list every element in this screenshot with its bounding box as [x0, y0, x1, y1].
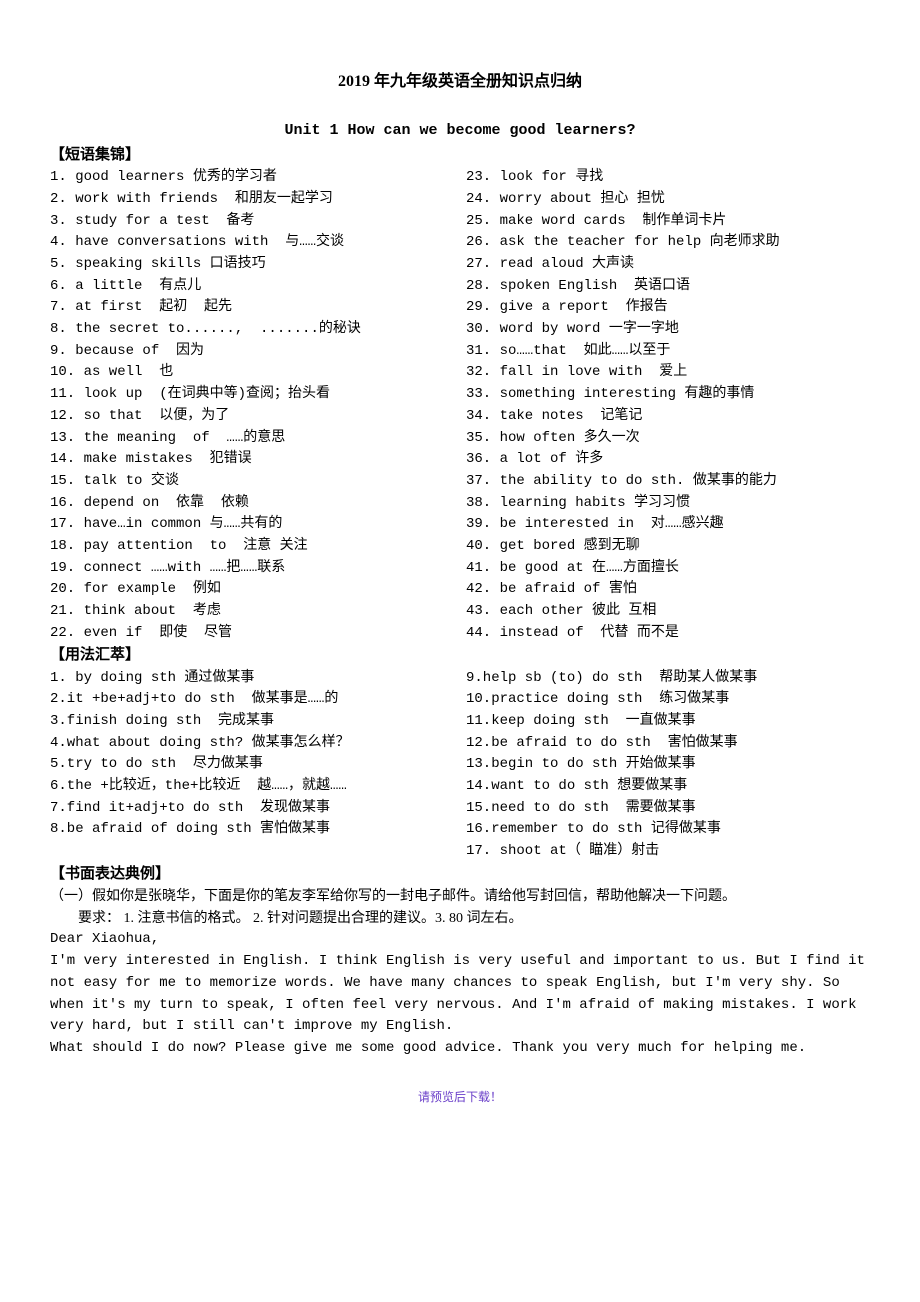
list-item: 28. spoken English 英语口语 — [466, 276, 870, 298]
list-item: 38. learning habits 学习习惯 — [466, 493, 870, 515]
list-item: 6. a little 有点儿 — [50, 276, 454, 298]
page-footer: 请预览后下载！ — [50, 1088, 870, 1107]
list-item: 43. each other 彼此 互相 — [466, 601, 870, 623]
list-item: 22. even if 即使 尽管 — [50, 623, 454, 645]
unit-title: Unit 1 How can we become good learners? — [50, 119, 870, 142]
list-item: 13. the meaning of ……的意思 — [50, 428, 454, 450]
list-item: 21. think about 考虑 — [50, 601, 454, 623]
essay-intro: （一）假如你是张晓华，下面是你的笔友李军给你写的一封电子邮件。请给他写封回信，帮… — [50, 886, 870, 908]
list-item: 30. word by word 一字一字地 — [466, 319, 870, 341]
usage-right-col: 9.help sb (to) do sth 帮助某人做某事10.practice… — [466, 668, 870, 863]
list-item: 10. as well 也 — [50, 362, 454, 384]
list-item: 4. have conversations with 与……交谈 — [50, 232, 454, 254]
usage-columns: 1. by doing sth 通过做某事2.it +be+adj+to do … — [50, 668, 870, 863]
section-essay-header: 【书面表达典例】 — [50, 863, 870, 886]
list-item: 18. pay attention to 注意 关注 — [50, 536, 454, 558]
list-item: 1. by doing sth 通过做某事 — [50, 668, 454, 690]
list-item: 19. connect ……with ……把……联系 — [50, 558, 454, 580]
phrases-right-col: 23. look for 寻找24. worry about 担心 担忧25. … — [466, 167, 870, 644]
list-item: 5.try to do sth 尽力做某事 — [50, 754, 454, 776]
phrases-left-col: 1. good learners 优秀的学习者2. work with frie… — [50, 167, 454, 644]
list-item: 10.practice doing sth 练习做某事 — [466, 689, 870, 711]
list-item: 12.be afraid to do sth 害怕做某事 — [466, 733, 870, 755]
list-item: 8.be afraid of doing sth 害怕做某事 — [50, 819, 454, 841]
list-item: 36. a lot of 许多 — [466, 449, 870, 471]
section-phrases-header: 【短语集锦】 — [50, 144, 870, 167]
list-item: 2.it +be+adj+to do sth 做某事是……的 — [50, 689, 454, 711]
list-item: 11. look up (在词典中等)查阅；抬头看 — [50, 384, 454, 406]
list-item: 23. look for 寻找 — [466, 167, 870, 189]
usage-left-col: 1. by doing sth 通过做某事2.it +be+adj+to do … — [50, 668, 454, 863]
list-item: 16. depend on 依靠 依赖 — [50, 493, 454, 515]
essay-paragraph-2: What should I do now? Please give me som… — [50, 1038, 870, 1060]
list-item: 42. be afraid of 害怕 — [466, 579, 870, 601]
essay-paragraph-1: I'm very interested in English. I think … — [50, 951, 870, 1038]
list-item: 7. at first 起初 起先 — [50, 297, 454, 319]
section-usage-header: 【用法汇萃】 — [50, 644, 870, 667]
list-item: 9. because of 因为 — [50, 341, 454, 363]
list-item: 41. be good at 在……方面擅长 — [466, 558, 870, 580]
list-item: 6.the +比较近，the+比较近 越……，就越…… — [50, 776, 454, 798]
list-item: 15. talk to 交谈 — [50, 471, 454, 493]
list-item: 44. instead of 代替 而不是 — [466, 623, 870, 645]
list-item: 35. how often 多久一次 — [466, 428, 870, 450]
list-item: 37. the ability to do sth. 做某事的能力 — [466, 471, 870, 493]
list-item: 31. so……that 如此……以至于 — [466, 341, 870, 363]
list-item: 12. so that 以便，为了 — [50, 406, 454, 428]
list-item: 7.find it+adj+to do sth 发现做某事 — [50, 798, 454, 820]
list-item: 20. for example 例如 — [50, 579, 454, 601]
list-item: 25. make word cards 制作单词卡片 — [466, 211, 870, 233]
list-item: 3. study for a test 备考 — [50, 211, 454, 233]
list-item: 1. good learners 优秀的学习者 — [50, 167, 454, 189]
phrases-columns: 1. good learners 优秀的学习者2. work with frie… — [50, 167, 870, 644]
list-item: 39. be interested in 对……感兴趣 — [466, 514, 870, 536]
page-title: 2019 年九年级英语全册知识点归纳 — [50, 70, 870, 95]
list-item: 33. something interesting 有趣的事情 — [466, 384, 870, 406]
list-item: 13.begin to do sth 开始做某事 — [466, 754, 870, 776]
list-item: 14.want to do sth 想要做某事 — [466, 776, 870, 798]
essay-requirements: 要求： 1. 注意书信的格式。 2. 针对问题提出合理的建议。3. 80 词左右… — [50, 908, 870, 930]
list-item: 8. the secret to......, .......的秘诀 — [50, 319, 454, 341]
list-item: 15.need to do sth 需要做某事 — [466, 798, 870, 820]
essay-block: （一）假如你是张晓华，下面是你的笔友李军给你写的一封电子邮件。请给他写封回信，帮… — [50, 886, 870, 1060]
list-item: 5. speaking skills 口语技巧 — [50, 254, 454, 276]
list-item: 3.finish doing sth 完成某事 — [50, 711, 454, 733]
list-item: 9.help sb (to) do sth 帮助某人做某事 — [466, 668, 870, 690]
list-item: 32. fall in love with 爱上 — [466, 362, 870, 384]
list-item: 17. shoot at（ 瞄准）射击 — [466, 841, 870, 863]
list-item: 27. read aloud 大声读 — [466, 254, 870, 276]
list-item: 26. ask the teacher for help 向老师求助 — [466, 232, 870, 254]
list-item: 14. make mistakes 犯错误 — [50, 449, 454, 471]
essay-greeting: Dear Xiaohua, — [50, 929, 870, 951]
list-item: 34. take notes 记笔记 — [466, 406, 870, 428]
list-item: 2. work with friends 和朋友一起学习 — [50, 189, 454, 211]
list-item: 29. give a report 作报告 — [466, 297, 870, 319]
list-item: 16.remember to do sth 记得做某事 — [466, 819, 870, 841]
list-item: 40. get bored 感到无聊 — [466, 536, 870, 558]
list-item: 11.keep doing sth 一直做某事 — [466, 711, 870, 733]
list-item: 24. worry about 担心 担忧 — [466, 189, 870, 211]
list-item: 4.what about doing sth? 做某事怎么样？ — [50, 733, 454, 755]
list-item: 17. have…in common 与……共有的 — [50, 514, 454, 536]
